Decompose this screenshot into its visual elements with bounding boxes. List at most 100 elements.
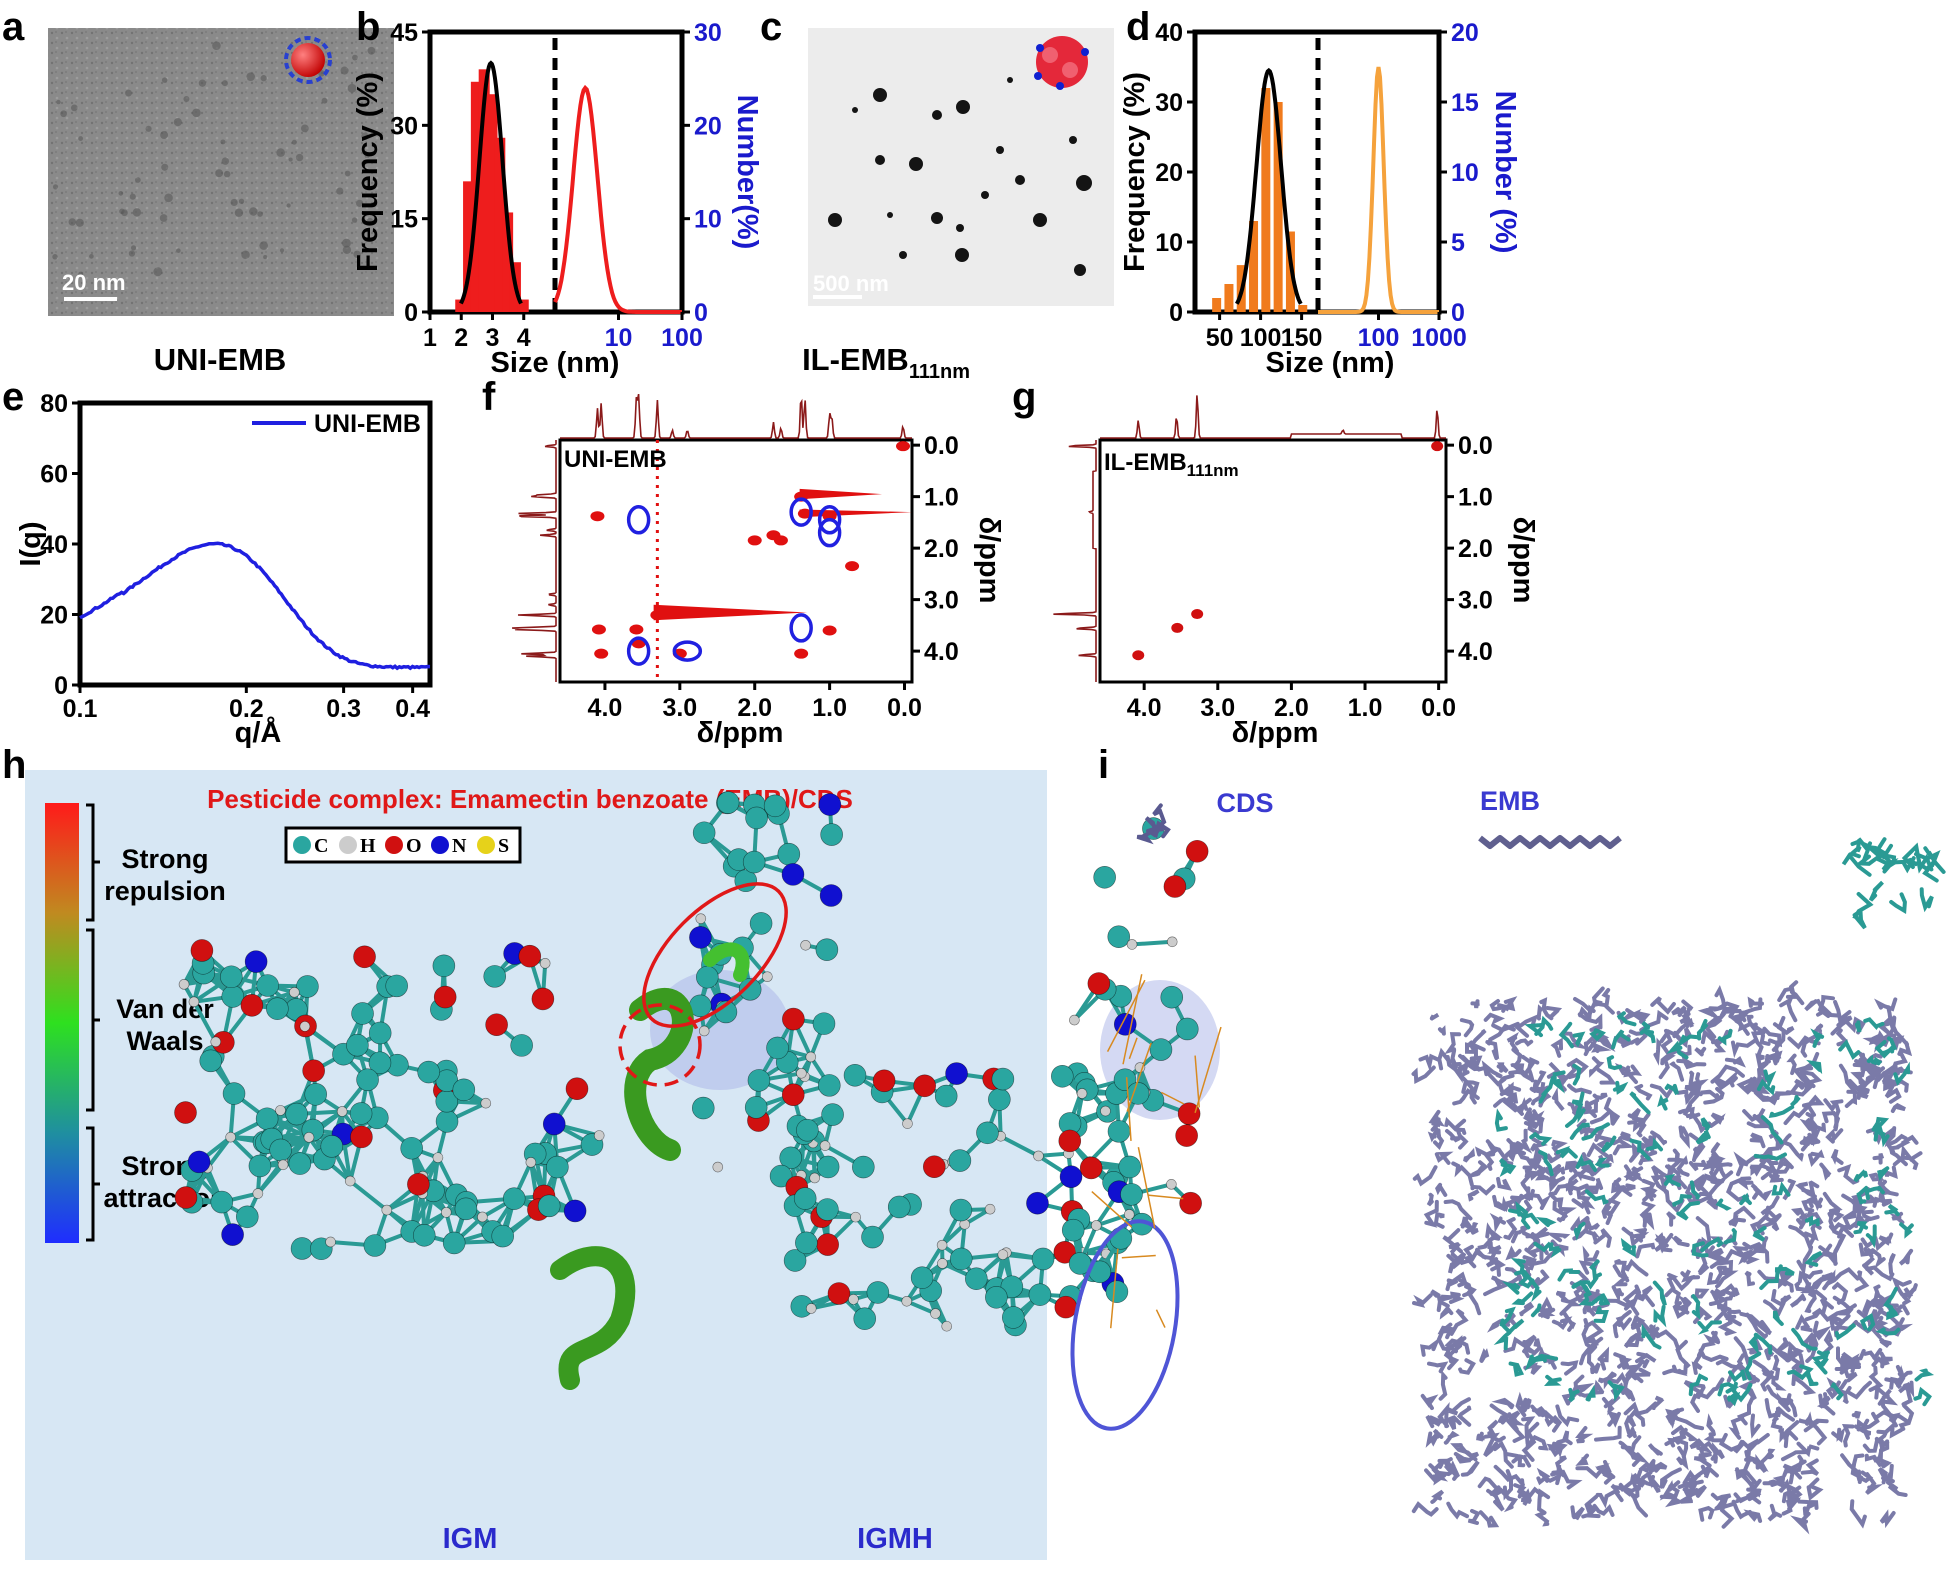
molecule-stick	[1725, 1177, 1750, 1203]
molecule-stick	[1923, 846, 1946, 874]
y2-tick-label: 10	[694, 206, 722, 234]
cross-peak	[590, 511, 605, 522]
molecule-stick	[1696, 1377, 1725, 1400]
molecule-stick	[1697, 1333, 1721, 1358]
atom	[809, 1172, 820, 1184]
molecule-stick	[1737, 1470, 1762, 1492]
molecule-stick	[1585, 1217, 1601, 1232]
histogram-bar	[1249, 221, 1259, 312]
molecule-stick	[1570, 1505, 1585, 1521]
molecule-stick	[1651, 1165, 1675, 1182]
molecule-stick	[1496, 1062, 1509, 1074]
molecule-stick	[1783, 1102, 1816, 1126]
atom	[290, 1237, 314, 1260]
histogram-bar	[502, 212, 514, 312]
molecule-stick	[1647, 1324, 1661, 1338]
tem-particle	[89, 254, 94, 259]
molecule-stick	[1893, 1061, 1911, 1086]
x-tick-label: 2	[454, 324, 468, 352]
atom	[819, 884, 843, 907]
molecule-stick	[1898, 1403, 1915, 1431]
histogram-bar	[1261, 88, 1271, 312]
atom	[296, 975, 319, 998]
panel-letter-f: f	[482, 375, 496, 419]
atom	[502, 1187, 526, 1210]
atom	[745, 806, 768, 830]
molecule-stick	[1716, 1257, 1734, 1274]
molecule-stick	[1783, 1427, 1799, 1449]
molecule-stick	[1676, 1155, 1690, 1177]
molecule-stick	[1698, 1348, 1729, 1363]
atom	[1079, 1156, 1103, 1180]
molecule-stick	[1770, 1474, 1786, 1487]
atom	[275, 1105, 286, 1116]
molecule-stick	[1786, 1364, 1814, 1380]
molecule-stick	[1561, 1310, 1577, 1332]
atom	[934, 1084, 958, 1108]
molecule-stick	[1641, 1323, 1662, 1350]
molecule-stick	[1438, 1370, 1448, 1401]
molecule-stick	[1779, 1478, 1793, 1504]
molecule-stick	[1430, 1489, 1445, 1504]
molecule-stick	[1537, 1488, 1551, 1515]
atom	[1076, 1088, 1088, 1099]
molecule-stick	[1689, 1180, 1701, 1200]
molecule-stick	[1568, 1387, 1580, 1403]
molecule-stick	[1610, 1483, 1634, 1493]
molecule-stick	[1821, 1111, 1841, 1130]
molecule-stick	[1850, 1453, 1865, 1480]
atom	[716, 791, 740, 814]
atom	[1175, 1124, 1198, 1147]
molecule-stick	[1444, 1338, 1459, 1354]
histogram-bar	[455, 299, 467, 312]
molecule-stick	[1782, 1178, 1797, 1201]
molecule-stick	[1670, 1235, 1690, 1247]
molecule-stick	[1493, 1330, 1512, 1351]
molecule-stick	[1834, 1387, 1849, 1404]
molecule-stick	[1438, 1294, 1452, 1308]
molecule-stick	[1641, 1285, 1655, 1308]
molecule-stick	[1592, 1092, 1608, 1100]
molecule-stick	[1772, 1310, 1784, 1326]
molecule-stick	[1710, 1141, 1723, 1169]
molecule-stick	[1581, 1494, 1598, 1519]
molecule-stick	[1571, 1091, 1585, 1115]
atom	[991, 1067, 1015, 1091]
nmr-g-x-label: δ/ppm	[1232, 717, 1319, 749]
top-projection-spectrum	[1100, 395, 1446, 439]
molecule-stick	[1632, 1358, 1650, 1374]
molecule-stick	[1797, 1269, 1823, 1284]
molecule-stick	[1657, 1094, 1669, 1111]
atom	[1069, 1014, 1080, 1026]
molecule-stick	[1860, 1063, 1874, 1078]
series-line-uni-emb	[79, 541, 431, 671]
x-tick-label: 1	[423, 324, 437, 352]
panel-letter-a: a	[2, 5, 25, 49]
atom	[816, 1233, 839, 1256]
atom	[781, 863, 805, 886]
atom	[692, 821, 716, 845]
molecule-stick	[1601, 1198, 1621, 1219]
atom	[269, 1138, 292, 1162]
molecule-stick	[1768, 1105, 1795, 1119]
tem-particle	[220, 139, 226, 145]
y-tick-label: 45	[390, 19, 418, 47]
tem-particle	[119, 208, 125, 215]
chart-e-y-label: I(q)	[15, 521, 47, 566]
atom	[346, 1033, 369, 1057]
molecule-stick	[1750, 1030, 1766, 1058]
y-tick-label: 0.0	[1458, 432, 1493, 460]
molecule-stick	[1660, 1467, 1682, 1489]
molecule-stick	[1863, 1246, 1879, 1259]
y-tick-label: 0.0	[924, 432, 959, 460]
molecule-stick	[1742, 1080, 1771, 1095]
molecule-stick	[1597, 1346, 1610, 1371]
molecule-stick	[1539, 997, 1554, 1021]
molecule-stick	[1612, 1138, 1636, 1156]
molecule-stick	[1680, 1269, 1696, 1283]
atom	[537, 1194, 561, 1218]
molecule-stick	[1613, 1352, 1639, 1378]
molecule-stick	[1851, 1410, 1862, 1419]
molecule-stick	[1548, 1242, 1562, 1259]
molecule-stick	[1624, 1414, 1637, 1435]
